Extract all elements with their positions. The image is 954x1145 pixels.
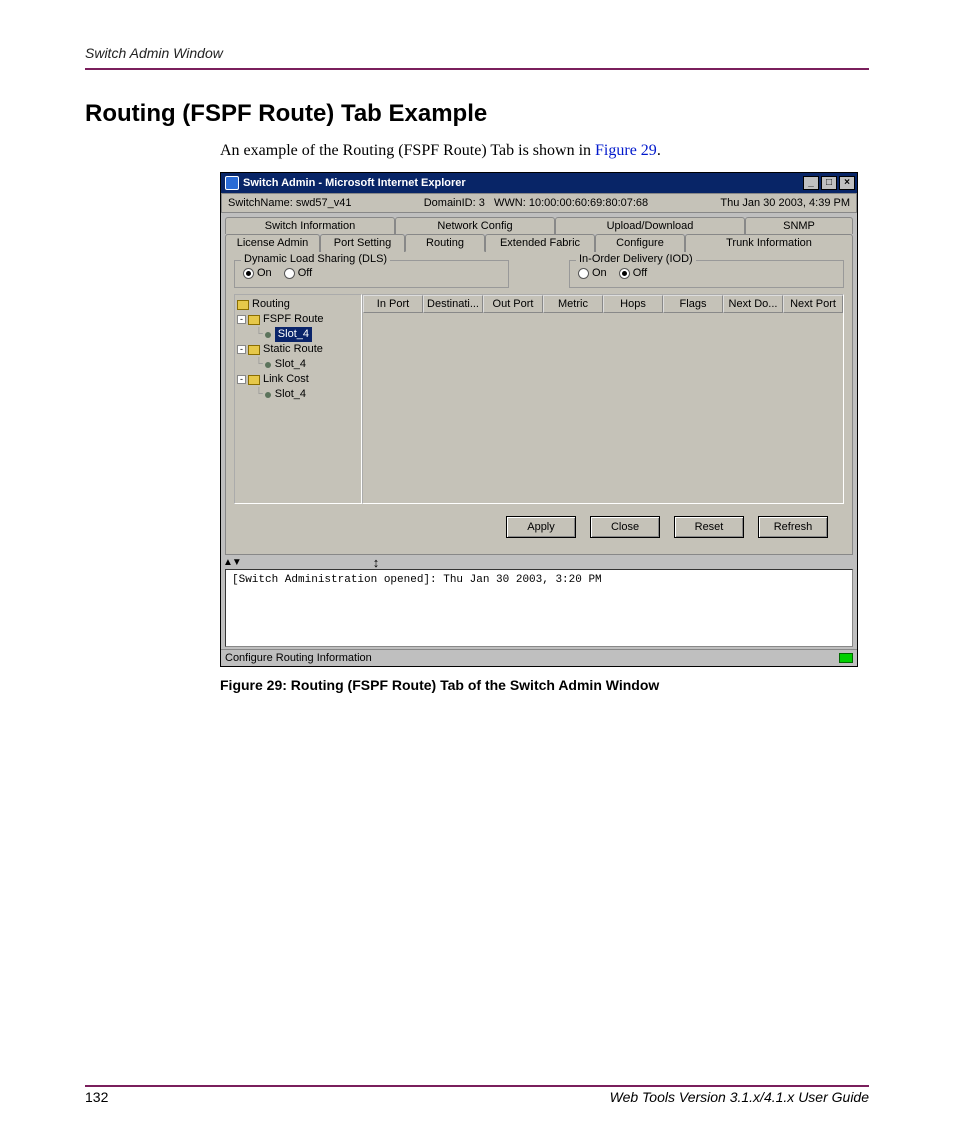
col-next-port[interactable]: Next Port: [783, 295, 843, 313]
tree-slot4-static[interactable]: Slot_4: [275, 357, 306, 372]
footer-rule: [85, 1085, 869, 1087]
route-table: In Port Destinati... Out Port Metric Hop…: [362, 294, 844, 504]
routing-panel: Dynamic Load Sharing (DLS) On Off In-Ord…: [225, 251, 853, 555]
window-title: Switch Admin - Microsoft Internet Explor…: [243, 177, 466, 189]
section-heading: Routing (FSPF Route) Tab Example: [85, 100, 869, 128]
tree-slot4-selected[interactable]: Slot_4: [275, 327, 312, 342]
iod-off-radio[interactable]: Off: [619, 267, 647, 279]
intro-text-suffix: .: [657, 142, 661, 159]
leaf-icon: [265, 392, 271, 398]
switchname-value: swd57_v41: [296, 197, 352, 209]
leaf-icon: [265, 362, 271, 368]
action-row: Apply Close Reset Refresh: [234, 504, 844, 546]
dls-fieldset: Dynamic Load Sharing (DLS) On Off: [234, 260, 509, 288]
log-line: [Switch Administration opened]: Thu Jan …: [232, 574, 602, 586]
tab-extended-fabric[interactable]: Extended Fabric: [485, 234, 595, 252]
tab-configure[interactable]: Configure: [595, 234, 685, 252]
status-text: Configure Routing Information: [225, 652, 372, 664]
tree-root[interactable]: Routing: [252, 297, 290, 312]
tab-port-setting[interactable]: Port Setting: [320, 234, 405, 252]
footer-title: Web Tools Version 3.1.x/4.1.x User Guide: [610, 1089, 869, 1105]
col-in-port[interactable]: In Port: [363, 295, 423, 313]
tree-slot4-linkcost[interactable]: Slot_4: [275, 387, 306, 402]
switchname-label: SwitchName:: [228, 197, 293, 209]
intro-paragraph: An example of the Routing (FSPF Route) T…: [220, 142, 869, 160]
timestamp: Thu Jan 30 2003, 4:39 PM: [720, 197, 850, 209]
refresh-button[interactable]: Refresh: [758, 516, 828, 538]
tab-area: Switch Information Network Config Upload…: [221, 213, 857, 555]
iod-off-label: Off: [633, 267, 647, 279]
running-header: Switch Admin Window: [85, 45, 869, 65]
maximize-button[interactable]: □: [821, 176, 837, 190]
page-footer: 132 Web Tools Version 3.1.x/4.1.x User G…: [85, 1085, 869, 1105]
col-out-port[interactable]: Out Port: [483, 295, 543, 313]
figure-caption: Figure 29: Routing (FSPF Route) Tab of t…: [220, 677, 858, 693]
dls-legend: Dynamic Load Sharing (DLS): [241, 253, 390, 265]
page-number: 132: [85, 1089, 108, 1105]
tabs-row-2: License Admin Port Setting Routing Exten…: [225, 234, 853, 252]
figure-link[interactable]: Figure 29: [595, 142, 657, 159]
header-rule: [85, 68, 869, 70]
close-button[interactable]: Close: [590, 516, 660, 538]
tree-static-route[interactable]: Static Route: [263, 342, 323, 357]
dls-off-radio[interactable]: Off: [284, 267, 312, 279]
tab-routing[interactable]: Routing: [405, 234, 485, 252]
collapse-icon[interactable]: -: [237, 375, 246, 384]
routing-tree[interactable]: Routing -FSPF Route └Slot_4 -Static Rout…: [234, 294, 362, 504]
leaf-icon: [265, 332, 271, 338]
document-page: Switch Admin Window Routing (FSPF Route)…: [0, 0, 954, 1145]
tab-trunk-information[interactable]: Trunk Information: [685, 234, 853, 252]
wwn-value: 10:00:00:60:69:80:07:68: [529, 197, 648, 209]
resize-handle-icon[interactable]: ↕: [373, 555, 380, 570]
col-next-domain[interactable]: Next Do...: [723, 295, 783, 313]
tab-license-admin[interactable]: License Admin: [225, 234, 320, 252]
collapse-icon[interactable]: -: [237, 345, 246, 354]
info-bar: SwitchName: swd57_v41 DomainID: 3 WWN: 1…: [221, 193, 857, 213]
collapse-icon[interactable]: -: [237, 315, 246, 324]
splitter-triangles-icon: ▲▼: [223, 557, 241, 568]
folder-icon: [248, 375, 260, 385]
ie-icon: [225, 176, 239, 190]
splitter-bar[interactable]: ▲▼ ↕: [221, 555, 857, 569]
tab-network-config[interactable]: Network Config: [395, 217, 555, 234]
col-flags[interactable]: Flags: [663, 295, 723, 313]
folder-icon: [237, 300, 249, 310]
reset-button[interactable]: Reset: [674, 516, 744, 538]
iod-on-label: On: [592, 267, 607, 279]
status-led-icon: [839, 653, 853, 663]
titlebar: Switch Admin - Microsoft Internet Explor…: [221, 173, 857, 193]
iod-fieldset: In-Order Delivery (IOD) On Off: [569, 260, 844, 288]
column-headers: In Port Destinati... Out Port Metric Hop…: [363, 295, 843, 313]
domainid-value: 3: [479, 197, 485, 209]
ie-window: Switch Admin - Microsoft Internet Explor…: [220, 172, 858, 667]
tabs-row-1: Switch Information Network Config Upload…: [225, 217, 853, 234]
folder-icon: [248, 315, 260, 325]
close-window-button[interactable]: ×: [839, 176, 855, 190]
iod-on-radio[interactable]: On: [578, 267, 607, 279]
dls-on-radio[interactable]: On: [243, 267, 272, 279]
dls-on-label: On: [257, 267, 272, 279]
col-metric[interactable]: Metric: [543, 295, 603, 313]
log-pane: [Switch Administration opened]: Thu Jan …: [225, 569, 853, 647]
tree-link-cost[interactable]: Link Cost: [263, 372, 309, 387]
iod-legend: In-Order Delivery (IOD): [576, 253, 696, 265]
screenshot-container: Switch Admin - Microsoft Internet Explor…: [220, 172, 858, 667]
tab-upload-download[interactable]: Upload/Download: [555, 217, 745, 234]
col-destination[interactable]: Destinati...: [423, 295, 483, 313]
col-hops[interactable]: Hops: [603, 295, 663, 313]
tree-fspf-route[interactable]: FSPF Route: [263, 312, 324, 327]
minimize-button[interactable]: _: [803, 176, 819, 190]
domainid-label: DomainID:: [424, 197, 476, 209]
intro-text-prefix: An example of the Routing (FSPF Route) T…: [220, 142, 595, 159]
dls-off-label: Off: [298, 267, 312, 279]
tab-snmp[interactable]: SNMP: [745, 217, 853, 234]
wwn-label: WWN:: [494, 197, 526, 209]
status-bar: Configure Routing Information: [221, 649, 857, 666]
folder-icon: [248, 345, 260, 355]
apply-button[interactable]: Apply: [506, 516, 576, 538]
tab-switch-information[interactable]: Switch Information: [225, 217, 395, 234]
